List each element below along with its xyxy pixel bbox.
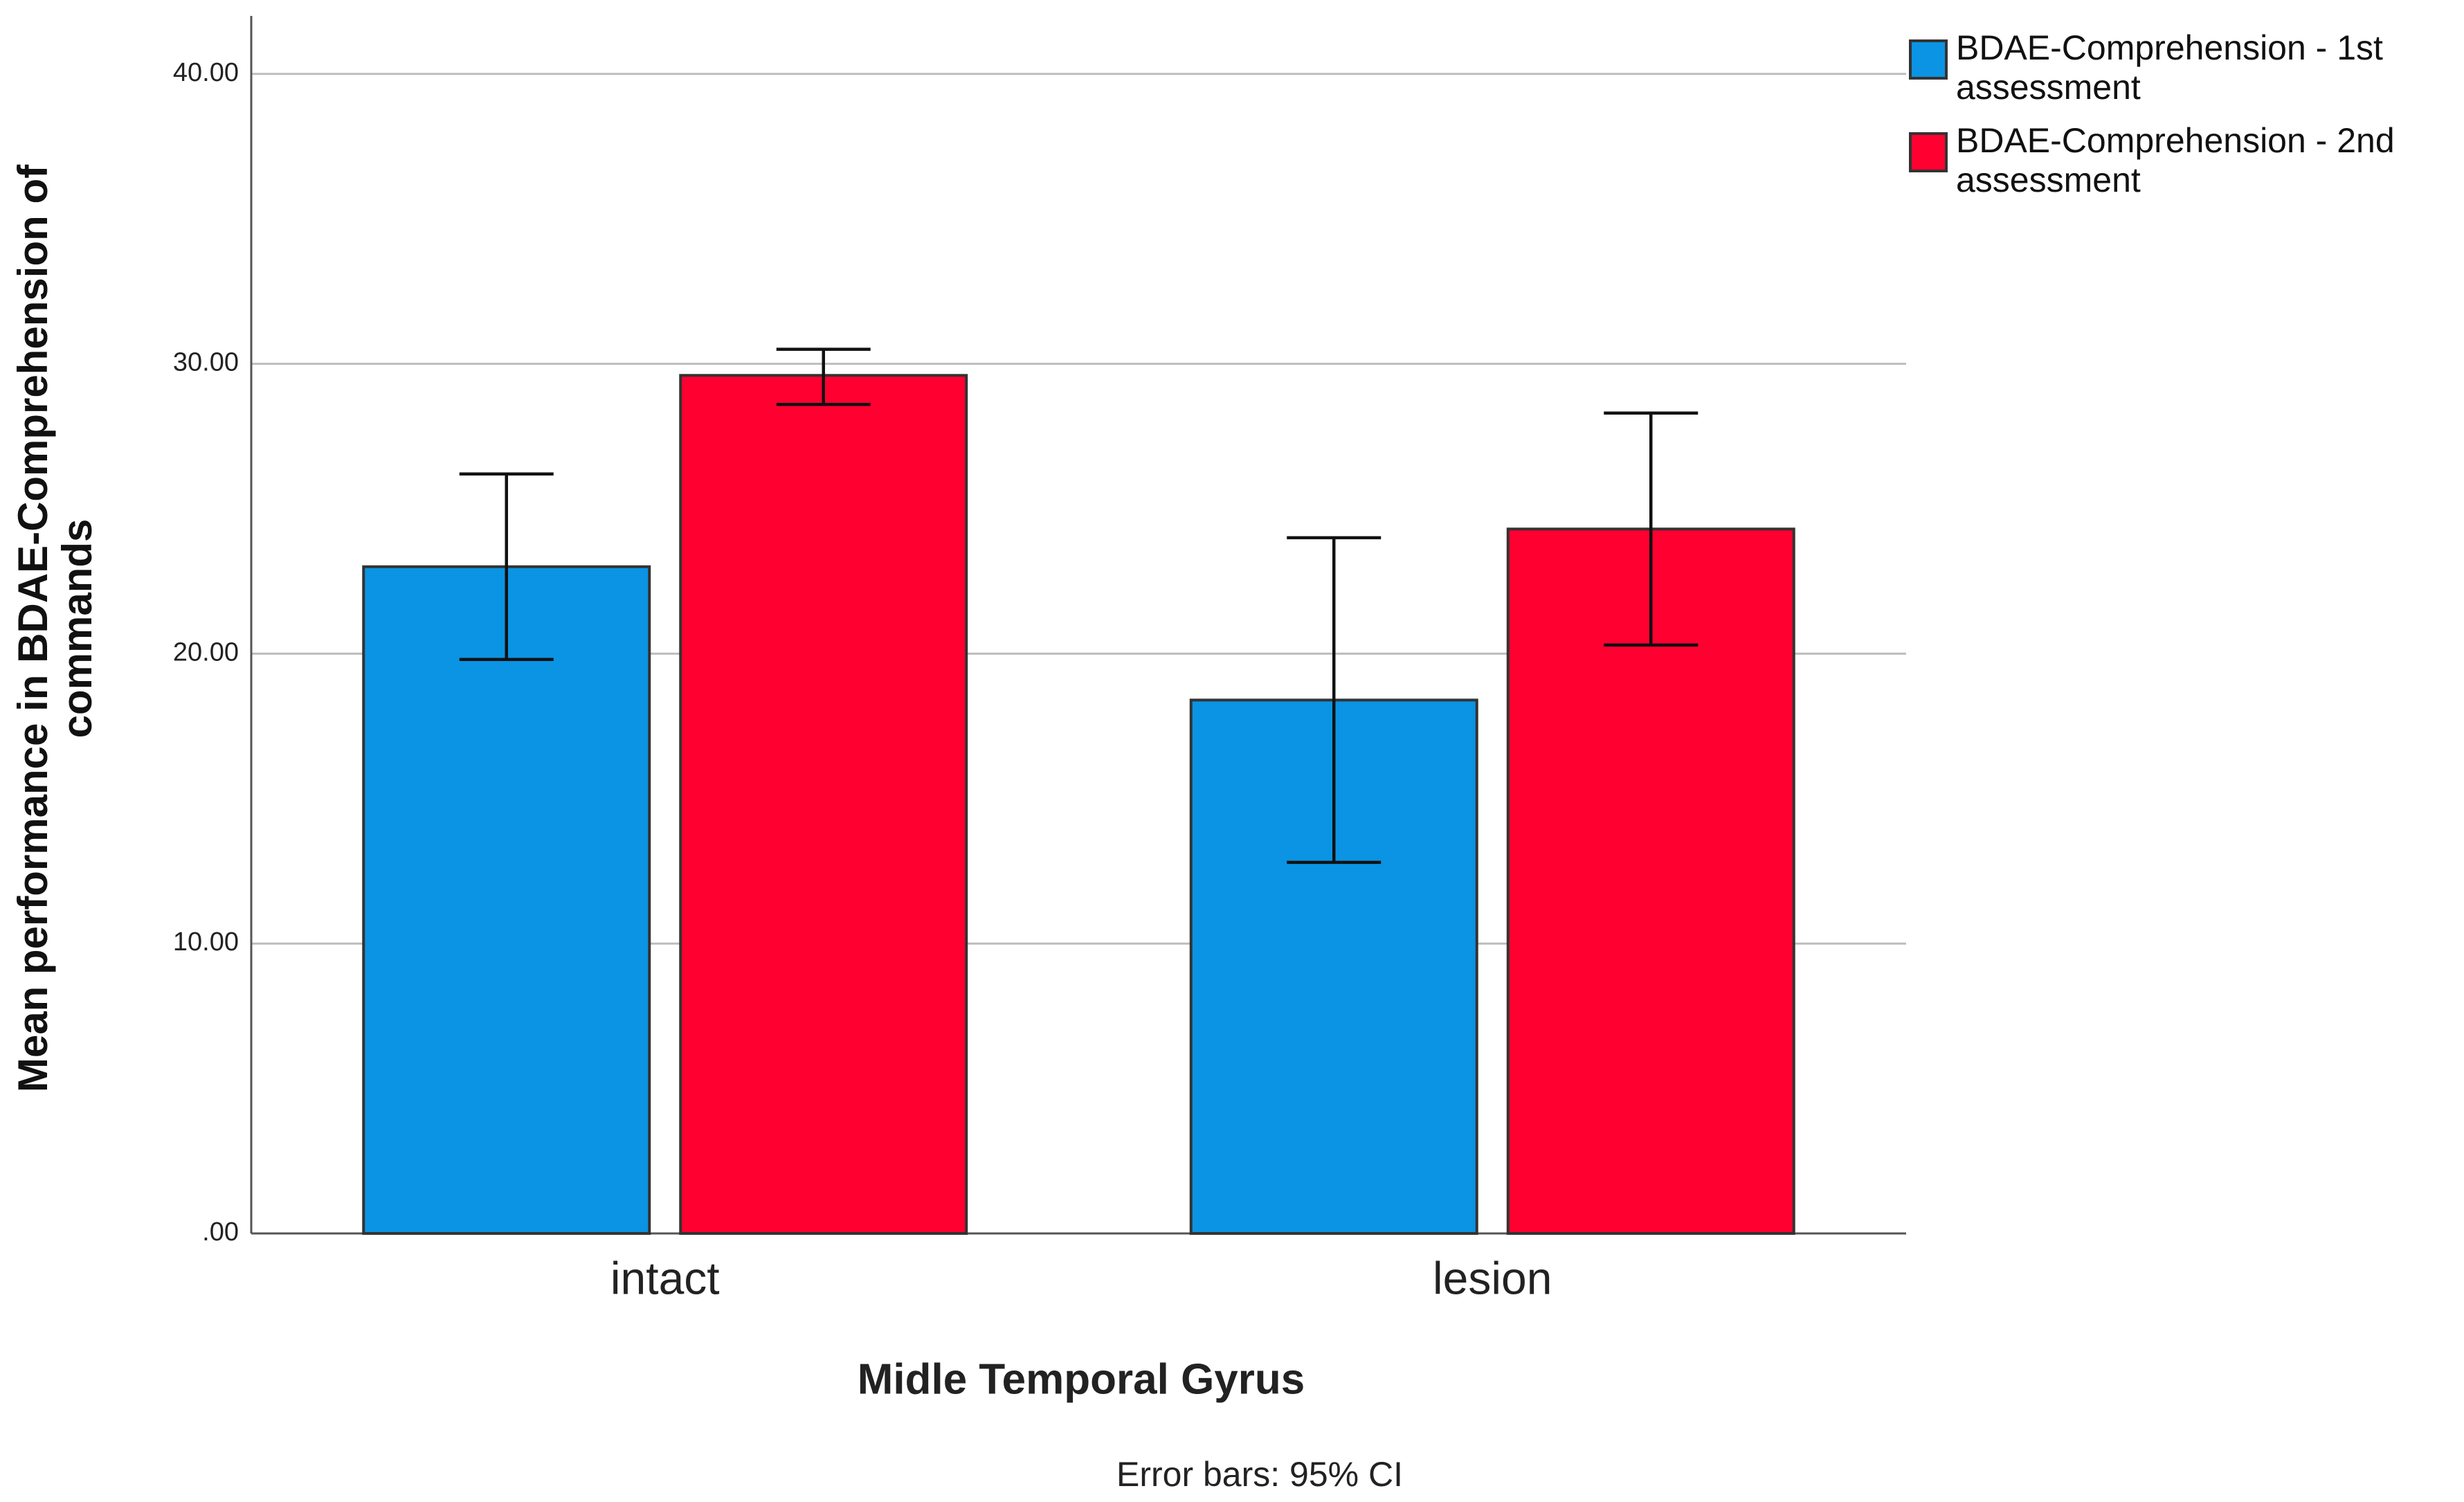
error-bar	[459, 472, 554, 662]
y-tick-label: 30.00	[173, 348, 239, 377]
legend-label: BDAE-Comprehension - 2nd assessment	[1956, 121, 2395, 199]
y-axis-title-box: Mean performance in BDAE-Comprehension o…	[11, 164, 100, 1093]
error-bar	[1604, 411, 1698, 647]
y-tick-label: 20.00	[173, 637, 239, 667]
x-tick-label: lesion	[1433, 1252, 1552, 1303]
note: Error bars: 95% CI	[1116, 1455, 1403, 1494]
legend-label: BDAE-Comprehension - 1st assessment	[1956, 28, 2383, 107]
legend-swatch	[1909, 132, 1948, 172]
y-axis-title-group: Mean performance in BDAE-Comprehension o…	[11, 164, 100, 1093]
legend-label-box: BDAE-Comprehension - 2nd assessment	[1956, 121, 2395, 199]
bar	[362, 565, 651, 1235]
y-tick-label: 40.00	[173, 58, 239, 87]
x-axis-title: Midle Temporal Gyrus	[858, 1355, 1305, 1403]
bar	[679, 374, 968, 1235]
error-bar	[776, 347, 871, 406]
y-tick-label: .00	[202, 1218, 239, 1247]
y-tick-label: 10.00	[173, 928, 239, 957]
legend-label-box: BDAE-Comprehension - 1st assessment	[1956, 28, 2383, 107]
y-axis-title: Mean performance in BDAE-Comprehension o…	[11, 164, 100, 1093]
error-bar	[1287, 536, 1382, 865]
x-tick-label: intact	[610, 1252, 720, 1303]
legend-swatch	[1909, 39, 1948, 80]
